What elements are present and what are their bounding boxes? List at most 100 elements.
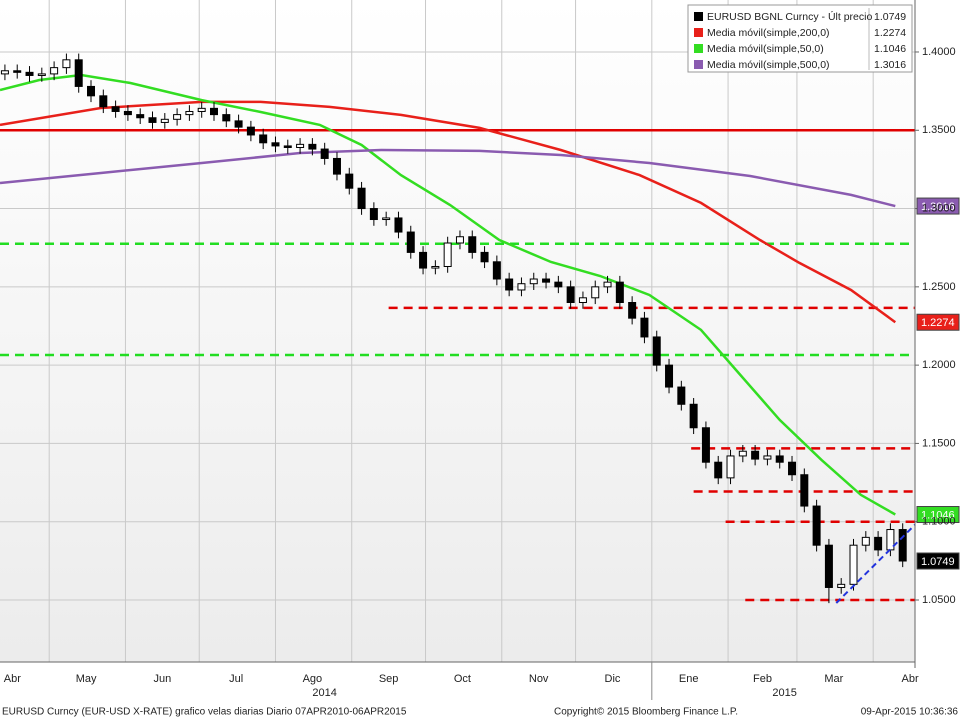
candle-body bbox=[283, 145, 292, 148]
candle-body bbox=[0, 70, 9, 75]
candle-body bbox=[173, 114, 182, 120]
candle-body bbox=[591, 286, 600, 299]
y-tick-label: 1.2500 bbox=[922, 281, 956, 293]
legend-value: 1.2274 bbox=[874, 27, 906, 39]
candle-body bbox=[382, 217, 391, 221]
legend-swatch bbox=[694, 28, 703, 37]
series-tag-label: 1.1046 bbox=[921, 509, 955, 521]
moving-average-line bbox=[0, 73, 896, 516]
candle-body bbox=[25, 71, 34, 76]
y-tick-label: 1.2000 bbox=[922, 359, 956, 371]
candle-body bbox=[505, 278, 514, 291]
y-tick-label: 1.1500 bbox=[922, 437, 956, 449]
x-tick-label: Feb bbox=[753, 673, 772, 685]
x-tick-label: Oct bbox=[454, 673, 471, 685]
candle-body bbox=[480, 251, 489, 263]
series-tag-box bbox=[916, 313, 960, 331]
candle-body bbox=[874, 536, 883, 551]
candle-body bbox=[898, 529, 907, 562]
x-tick-label: Jun bbox=[153, 673, 171, 685]
candle-body bbox=[50, 67, 59, 75]
candle-body bbox=[677, 386, 686, 405]
year-label: 2015 bbox=[772, 687, 796, 699]
x-tick-label: Nov bbox=[529, 673, 549, 685]
footer-center: Copyright© 2015 Bloomberg Finance L.P. bbox=[554, 707, 738, 718]
candle-body bbox=[136, 114, 145, 119]
candle-body bbox=[455, 236, 464, 244]
candle-body bbox=[714, 461, 723, 479]
legend-label: Media móvil(simple,50,0) bbox=[707, 43, 824, 55]
x-tick-label: Ago bbox=[303, 673, 323, 685]
y-tick-label: 1.0500 bbox=[922, 594, 956, 606]
candle-body bbox=[542, 278, 551, 283]
candle-body bbox=[554, 281, 563, 288]
candle-body bbox=[308, 143, 317, 150]
candle-body bbox=[209, 107, 218, 116]
footer-left: EURUSD Curncy (EUR-USD X-RATE) grafico v… bbox=[2, 707, 407, 718]
candle-body bbox=[320, 148, 329, 159]
candle-body bbox=[788, 461, 797, 476]
candle-body bbox=[615, 281, 624, 304]
candle-body bbox=[394, 217, 403, 233]
price-tag-label: 1.0749 bbox=[921, 556, 955, 568]
x-tick-label: Abr bbox=[902, 673, 919, 685]
legend-box bbox=[687, 4, 913, 73]
candle-body bbox=[419, 251, 428, 269]
y-tick-label: 1.3000 bbox=[922, 202, 956, 214]
candle-body bbox=[99, 95, 108, 108]
candle-body bbox=[296, 143, 305, 148]
candle-body bbox=[234, 120, 243, 128]
y-tick-label: 1.4000 bbox=[922, 46, 956, 58]
candle-body bbox=[763, 455, 772, 460]
series-tag-label: 1.3016 bbox=[921, 201, 955, 213]
y-tick-label: 1.1000 bbox=[922, 516, 956, 528]
candle-body bbox=[665, 364, 674, 388]
legend-swatch bbox=[694, 60, 703, 69]
candle-body bbox=[111, 106, 120, 112]
marks bbox=[0, 53, 916, 604]
candle-body bbox=[849, 544, 858, 585]
legend-label: Media móvil(simple,500,0) bbox=[707, 59, 830, 71]
candle-body bbox=[345, 173, 354, 189]
candle-body bbox=[812, 505, 821, 546]
candle-body bbox=[517, 283, 526, 291]
candle-body bbox=[824, 544, 833, 588]
legend: EURUSD BGNL Curncy - Últ precio 1.0749 Med… bbox=[687, 4, 913, 73]
candle-body bbox=[37, 73, 46, 76]
candle-body bbox=[837, 583, 846, 588]
legend-value: 1.3016 bbox=[874, 59, 906, 71]
candle-body bbox=[492, 261, 501, 280]
candle-body bbox=[726, 455, 735, 479]
candle-body bbox=[861, 536, 870, 546]
candle-body bbox=[886, 529, 895, 551]
candle-body bbox=[13, 70, 22, 73]
candle-body bbox=[701, 427, 710, 463]
candle-body bbox=[529, 278, 538, 285]
candle-body bbox=[751, 450, 760, 460]
candle-body bbox=[652, 336, 661, 366]
x-tick-label: Ene bbox=[679, 673, 699, 685]
price-tag-box bbox=[916, 552, 960, 570]
legend-label: EURUSD BGNL Curncy - Últ precio bbox=[707, 10, 872, 23]
plot-area bbox=[0, 0, 915, 662]
series-tag-box bbox=[916, 506, 960, 524]
x-tick-label: Dic bbox=[605, 673, 621, 685]
candle-body bbox=[578, 297, 587, 304]
candle-body bbox=[160, 118, 169, 123]
tags: 1.2274 1.1046 1.3016 1.0749 bbox=[916, 197, 960, 570]
candle-body bbox=[197, 107, 206, 112]
candle-body bbox=[603, 281, 612, 288]
y-tick-label: 1.3500 bbox=[922, 124, 956, 136]
candle-body bbox=[259, 134, 268, 144]
candle-body bbox=[566, 286, 575, 304]
candle-body bbox=[222, 114, 231, 122]
candle-body bbox=[357, 187, 366, 210]
candle-body bbox=[74, 59, 83, 87]
candle-body bbox=[123, 110, 132, 116]
x-tick-label: May bbox=[76, 673, 97, 685]
candle-body bbox=[468, 236, 477, 253]
candle-body bbox=[800, 474, 809, 507]
legend-value: 1.1046 bbox=[874, 43, 906, 55]
candle-body bbox=[185, 110, 194, 116]
